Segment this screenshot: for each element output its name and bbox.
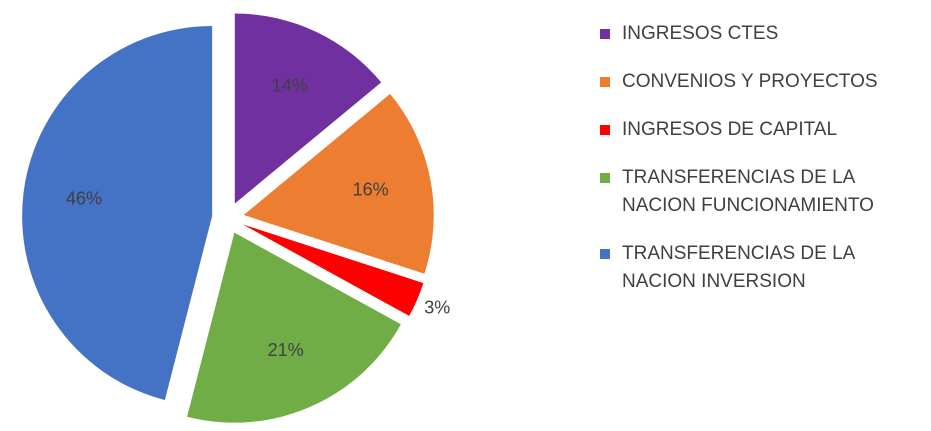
- pie-slice: [22, 25, 213, 401]
- legend-label: TRANSFERENCIAS DE LA NACION INVERSION: [622, 243, 855, 292]
- legend-item: TRANSFERENCIAS DE LA NACION INVERSION: [600, 240, 930, 296]
- legend-item: INGRESOS CTES: [600, 20, 930, 48]
- legend-swatch: [600, 125, 610, 135]
- legend-label: CONVENIOS Y PROYECTOS: [622, 71, 878, 92]
- pie-slice: [187, 232, 401, 423]
- legend-swatch: [600, 77, 610, 87]
- data-label: 3%: [424, 297, 450, 317]
- data-label: 21%: [268, 340, 304, 360]
- legend-item: INGRESOS DE CAPITAL: [600, 116, 930, 144]
- pie-slice: [234, 13, 382, 204]
- legend-swatch: [600, 29, 610, 39]
- legend-label: INGRESOS DE CAPITAL: [622, 119, 838, 140]
- data-label: 16%: [353, 180, 389, 200]
- pie-slice: [242, 224, 424, 316]
- legend-item: TRANSFERENCIAS DE LA NACION FUNCIONAMIEN…: [600, 164, 930, 220]
- pie-slice: [243, 93, 434, 274]
- legend-swatch: [600, 249, 610, 259]
- legend: INGRESOS CTES CONVENIOS Y PROYECTOS INGRES…: [600, 20, 930, 316]
- pie: 14% 16% 3% 21% 46%: [22, 13, 450, 423]
- legend-label: INGRESOS CTES: [622, 23, 779, 44]
- legend-item: CONVENIOS Y PROYECTOS: [600, 68, 930, 96]
- data-label: 46%: [66, 189, 102, 209]
- legend-swatch: [600, 173, 610, 183]
- data-label: 14%: [272, 75, 308, 95]
- legend-label: TRANSFERENCIAS DE LA NACION FUNCIONAMIEN…: [622, 167, 874, 216]
